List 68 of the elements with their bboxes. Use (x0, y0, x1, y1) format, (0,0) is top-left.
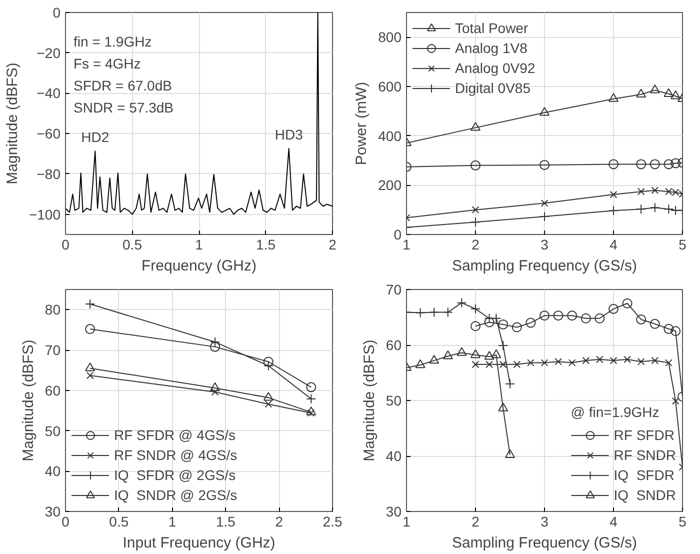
legend-label: RF SNDR (614, 447, 676, 463)
x-tick-label: 3 (540, 514, 549, 530)
y-axis-title: Magnitude (dBFS) (20, 340, 37, 462)
y-tick-label: −100 (28, 206, 61, 222)
legend-label: RF SNDR @ 4GS/s (114, 447, 238, 463)
y-tick-label: −40 (36, 85, 61, 102)
legend-label: IQ SFDR @ 2GS/s (114, 467, 236, 483)
legend-label: IQ SFDR (614, 467, 674, 483)
y-tick-label: 0 (394, 226, 402, 242)
y-tick-label: −60 (36, 126, 61, 142)
x-tick-label: 3 (540, 236, 549, 252)
y-tick-label: −80 (36, 166, 61, 182)
y-tick-label: 80 (44, 302, 61, 318)
y-axis-title: Magnitude (dBFS) (360, 340, 378, 462)
y-tick-label: 30 (386, 504, 402, 520)
annotation: fin = 1.9GHz (74, 34, 152, 50)
y-tick-label: 40 (386, 448, 402, 464)
y-tick-label: 400 (378, 128, 402, 144)
x-tick-label: 1 (195, 236, 204, 252)
legend-label: RF SFDR (614, 427, 674, 443)
x-tick-label: 5 (678, 236, 687, 252)
legend-label: IQ SNDR @ 2GS/s (114, 487, 238, 503)
x-tick-label: 1.5 (256, 236, 276, 252)
x-tick-label: 1.5 (216, 514, 236, 530)
y-tick-label: 800 (378, 29, 402, 46)
annotation: HD2 (81, 129, 110, 146)
annotation: HD3 (274, 126, 304, 143)
y-tick-label: 50 (44, 422, 61, 439)
x-axis-title: Frequency (GHz) (141, 258, 257, 274)
y-tick-label: 50 (386, 392, 402, 408)
legend-title: @ fin=1.9GHz (570, 404, 660, 420)
x-tick-label: 0.5 (109, 514, 129, 530)
annotation: SFDR = 67.0dB (74, 78, 172, 94)
legend-label: Analog 1V8 (455, 40, 528, 56)
legend-label: Analog 0V92 (455, 60, 536, 76)
x-tick-label: 5 (678, 514, 687, 530)
legend-label: IQ SNDR (614, 487, 676, 503)
legend-label: Total Power (455, 20, 528, 36)
x-axis-title: Input Frequency (GHz) (122, 534, 276, 552)
x-tick-label: 2 (275, 514, 284, 530)
y-axis-title: Magnitude (dBFS) (4, 62, 21, 184)
x-tick-label: 1 (168, 514, 176, 530)
y-tick-label: 600 (378, 78, 402, 94)
x-tick-label: 2 (328, 236, 337, 252)
y-axis-title: Power (mW) (353, 82, 370, 166)
x-tick-label: 2 (472, 236, 480, 252)
x-axis-title: Sampling Frequency (GS/s) (452, 258, 638, 274)
y-tick-label: 30 (44, 504, 61, 520)
legend-label: RF SFDR @ 4GS/s (114, 427, 236, 443)
x-tick-label: 1 (402, 236, 411, 252)
x-tick-label: 4 (610, 514, 618, 530)
x-tick-label: 4 (610, 236, 618, 252)
annotation: Fs = 4GHz (74, 56, 141, 72)
y-tick-label: 60 (44, 382, 61, 398)
x-tick-label: 1 (402, 514, 411, 530)
y-tick-label: 70 (386, 282, 402, 298)
y-tick-label: 60 (386, 337, 402, 353)
x-axis-title: Sampling Frequency (GS/s) (452, 534, 638, 552)
y-tick-label: 0 (52, 4, 61, 20)
legend-label: Digital 0V85 (455, 80, 530, 96)
x-tick-label: 2 (472, 514, 480, 530)
y-tick-label: 40 (44, 463, 61, 480)
x-tick-label: 0.5 (122, 236, 142, 252)
y-tick-label: 70 (44, 342, 61, 358)
x-tick-label: 2.5 (322, 514, 342, 530)
y-tick-label: −20 (36, 44, 61, 61)
y-tick-label: 200 (378, 177, 402, 194)
annotation: SNDR = 57.3dB (74, 100, 174, 116)
